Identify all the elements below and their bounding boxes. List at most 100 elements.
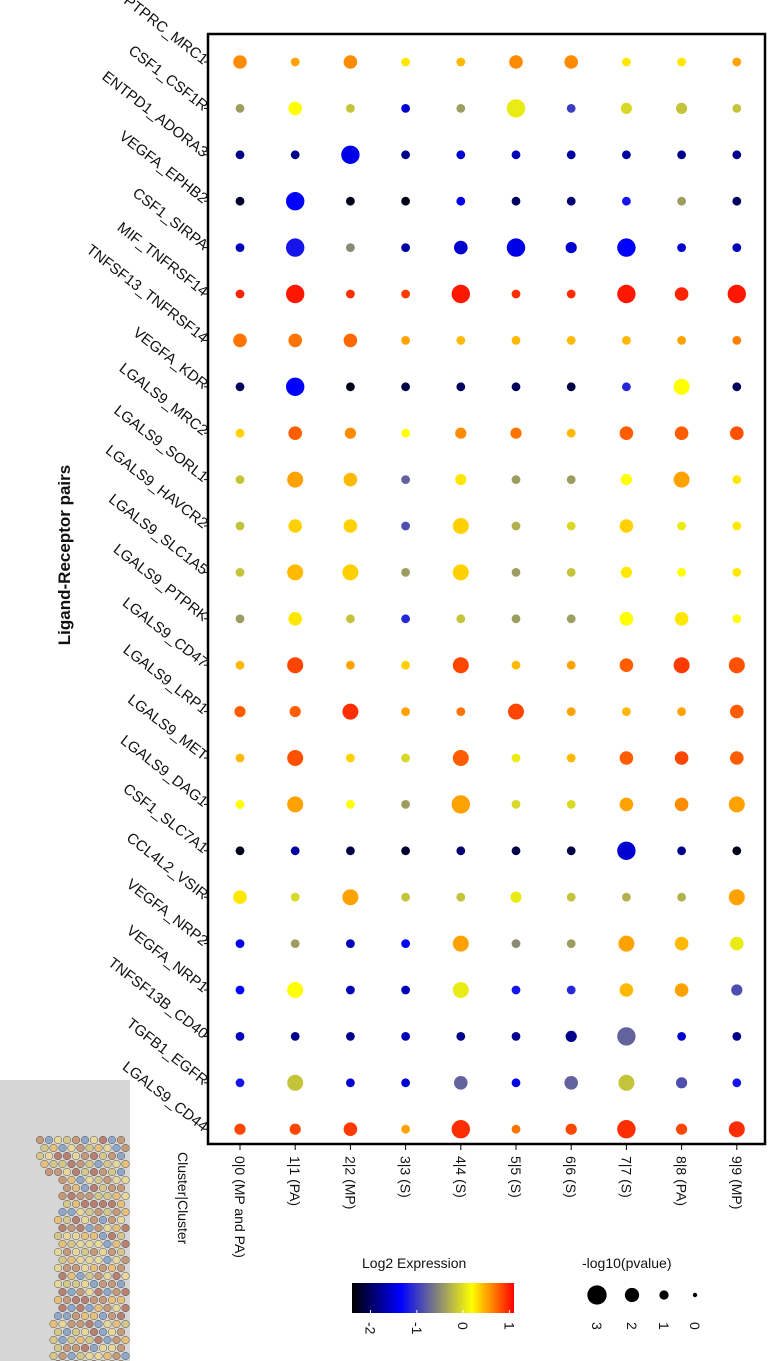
dot-LGALS9_PTPRK-c5 <box>511 614 521 624</box>
dot-CSF1_CSF1R-c9 <box>732 104 742 113</box>
dot-TNFSF13B_CD40-c4 <box>456 1032 466 1041</box>
dot-LGALS9_DAG1-c7 <box>619 797 634 812</box>
dot-LGALS9_MET-c4 <box>452 750 469 766</box>
dot-VEGFA_KDR-c9 <box>732 382 742 392</box>
dot-VEGFA_NRP2-c4 <box>452 935 469 952</box>
dot-LGALS9_DAG1-c3 <box>401 800 410 809</box>
cluster-label: 3|3 (S) <box>398 1156 414 1198</box>
dot-VEGFA_KDR-c5 <box>511 382 521 392</box>
dot-LGALS9_PTPRK-c7 <box>619 612 634 626</box>
size-legend-dot <box>692 1292 698 1298</box>
dot-LGALS9_MRC2-c8 <box>674 426 689 441</box>
dot-CSF1_SIRPA-c3 <box>401 243 410 253</box>
dot-CSF1_SIRPA-c7 <box>617 238 636 257</box>
dot-VEGFA_EPHB2-c1 <box>286 192 305 211</box>
dots-layer <box>233 55 746 1139</box>
dot-LGALS9_MET-c9 <box>730 751 744 765</box>
dot-TGFB1_EGFR-c5 <box>511 1078 521 1088</box>
dot-LGALS9_HAVCR2-c1 <box>288 519 303 533</box>
dot-CCL4L2_VSIR-c8 <box>677 892 686 902</box>
dot-TNFSF13_TNFRSF14-c2 <box>343 333 358 348</box>
cluster-label: 0|0 (MP and PA) <box>232 1156 248 1258</box>
dot-CSF1_SIRPA-c0 <box>235 243 245 253</box>
dot-TGFB1_EGFR-c6 <box>564 1076 578 1090</box>
dot-TNFSF13_TNFRSF14-c8 <box>677 336 686 345</box>
dot-LGALS9_DAG1-c0 <box>235 800 245 809</box>
dot-PTPRC_MRC1-c0 <box>233 55 247 69</box>
dot-LGALS9_MRC2-c6 <box>566 428 576 438</box>
dot-CSF1_SLC7A1-c4 <box>456 846 466 856</box>
cluster-label: 6|6 (S) <box>563 1156 579 1198</box>
dot-CCL4L2_VSIR-c1 <box>290 892 300 902</box>
dot-TNFSF13B_CD40-c6 <box>565 1030 577 1042</box>
tissue-image <box>0 1080 130 1361</box>
dot-PTPRC_MRC1-c6 <box>564 55 578 69</box>
dot-LGALS9_LRP1-c4 <box>456 707 466 716</box>
dot-ENTPD1_ADORA3-c2 <box>341 145 360 164</box>
dot-CSF1_CSF1R-c8 <box>676 102 688 114</box>
color-legend: Log2 Expression -2 -1 0 1 <box>352 1255 517 1335</box>
dot-ENTPD1_ADORA3-c3 <box>401 150 410 160</box>
dot-CSF1_SIRPA-c5 <box>506 238 526 257</box>
dot-LGALS9_PTPRK-c0 <box>235 614 245 624</box>
dot-LGALS9_SLC1A5-c4 <box>452 564 469 581</box>
dot-LGALS9_CD44-c1 <box>289 1123 301 1135</box>
dot-LGALS9_HAVCR2-c4 <box>452 518 469 534</box>
dot-VEGFA_NRP1-c6 <box>566 985 576 995</box>
dot-LGALS9_SLC1A5-c2 <box>342 564 359 581</box>
dot-LGALS9_MRC2-c0 <box>235 428 245 438</box>
dot-VEGFA_NRP1-c8 <box>674 983 689 997</box>
dot-TNFSF13_TNFRSF14-c3 <box>401 336 410 345</box>
dot-TGFB1_EGFR-c9 <box>732 1078 742 1088</box>
dot-TNFSF13B_CD40-c7 <box>617 1027 636 1046</box>
dot-VEGFA_KDR-c3 <box>401 382 410 392</box>
dot-LGALS9_LRP1-c0 <box>234 706 246 718</box>
dot-VEGFA_NRP2-c3 <box>401 939 410 948</box>
dot-TNFSF13B_CD40-c1 <box>290 1032 300 1041</box>
size-legend-label: 0 <box>687 1322 703 1330</box>
size-legend-dot <box>659 1290 669 1300</box>
dot-PTPRC_MRC1-c1 <box>290 57 300 67</box>
dot-VEGFA_KDR-c6 <box>566 382 576 392</box>
dot-LGALS9_CD44-c6 <box>565 1123 577 1135</box>
color-legend-ticks: -2 -1 0 1 <box>363 1310 517 1335</box>
dot-VEGFA_NRP1-c4 <box>452 982 469 998</box>
dot-MIF_TNFRSF14-c8 <box>674 287 689 301</box>
dot-MIF_TNFRSF14-c4 <box>451 284 470 304</box>
dot-LGALS9_HAVCR2-c3 <box>401 521 410 531</box>
dot-LGALS9_SORL1-c4 <box>455 474 467 486</box>
dot-LGALS9_MRC2-c5 <box>510 427 522 439</box>
dot-LGALS9_CD44-c4 <box>451 1120 470 1139</box>
dot-LGALS9_SLC1A5-c0 <box>235 568 245 577</box>
dot-TNFSF13_TNFRSF14-c7 <box>622 336 631 345</box>
dot-VEGFA_KDR-c7 <box>622 382 631 392</box>
dot-TNFSF13B_CD40-c0 <box>235 1032 245 1041</box>
dot-MIF_TNFRSF14-c7 <box>617 284 636 304</box>
color-tick-label: -2 <box>363 1322 379 1335</box>
size-legend-label: 3 <box>589 1322 605 1330</box>
y-axis-title: Ligand-Receptor pairs <box>55 465 74 645</box>
dot-TGFB1_EGFR-c2 <box>346 1078 355 1088</box>
dot-LGALS9_SLC1A5-c8 <box>677 568 686 577</box>
dot-TNFSF13B_CD40-c5 <box>511 1032 521 1041</box>
dot-VEGFA_EPHB2-c6 <box>566 196 576 206</box>
dot-PTPRC_MRC1-c8 <box>677 57 686 67</box>
dot-LGALS9_MRC2-c1 <box>288 426 303 441</box>
dot-LGALS9_CD44-c0 <box>234 1123 246 1135</box>
dot-LGALS9_PTPRK-c1 <box>288 612 303 626</box>
size-legend: -log10(pvalue) 3 2 1 0 <box>582 1255 703 1330</box>
dot-LGALS9_SLC1A5-c9 <box>732 568 742 577</box>
dot-ENTPD1_ADORA3-c6 <box>566 150 576 160</box>
dot-MIF_TNFRSF14-c0 <box>235 289 245 299</box>
dot-VEGFA_KDR-c8 <box>673 378 690 395</box>
dot-VEGFA_KDR-c1 <box>286 377 305 396</box>
dot-CCL4L2_VSIR-c0 <box>233 890 247 904</box>
dot-LGALS9_MET-c5 <box>511 753 521 763</box>
dot-LGALS9_SORL1-c6 <box>566 475 576 484</box>
dot-MIF_TNFRSF14-c5 <box>511 289 521 299</box>
dot-VEGFA_NRP2-c2 <box>346 939 355 948</box>
pair-labels: PTPRC_MRC1CSF1_CSF1RENTPD1_ADORA3VEGFA_E… <box>83 0 211 1135</box>
dot-LGALS9_CD44-c5 <box>511 1124 521 1134</box>
dot-TGFB1_EGFR-c4 <box>454 1076 468 1090</box>
dot-CSF1_CSF1R-c5 <box>506 99 526 118</box>
